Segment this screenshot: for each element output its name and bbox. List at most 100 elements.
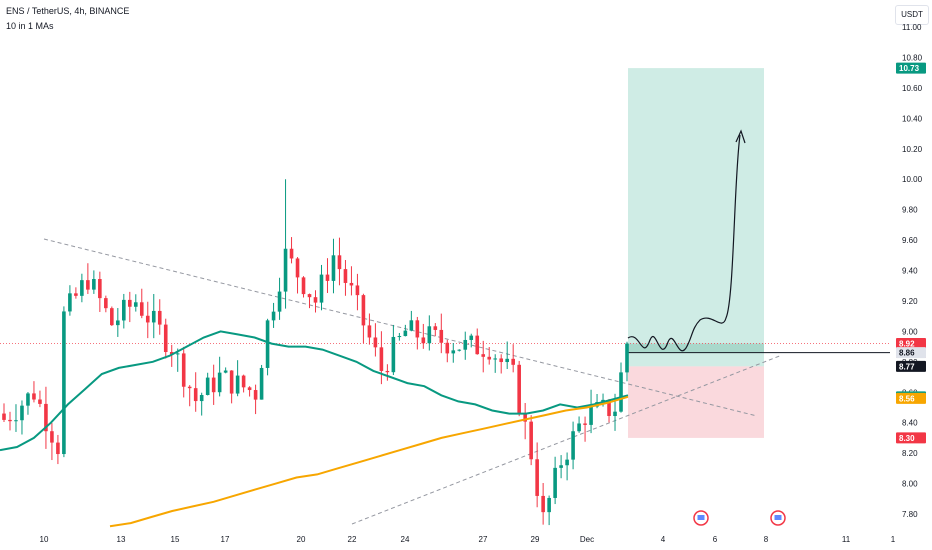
candle	[44, 403, 48, 432]
currency-button[interactable]: USDT	[895, 5, 929, 25]
candle	[541, 495, 545, 513]
candle	[157, 310, 162, 325]
flag-icon	[774, 515, 782, 520]
trendline-lower[interactable]	[351, 354, 783, 525]
price-badge-value: 10.73	[899, 64, 920, 73]
price-badge-level	[896, 347, 926, 359]
projection-path[interactable]	[627, 134, 741, 352]
x-tick-label: 17	[221, 535, 230, 544]
candle	[421, 337, 426, 344]
x-tick-label: 24	[401, 535, 410, 544]
x-tick-label: 8	[764, 535, 769, 544]
candle	[487, 356, 492, 360]
candle	[301, 277, 306, 295]
candle	[122, 299, 126, 321]
y-tick-label: 10.00	[902, 175, 923, 184]
candle	[116, 320, 120, 326]
candle	[607, 399, 611, 417]
candle	[493, 358, 498, 360]
y-tick-label: 10.60	[902, 84, 923, 93]
y-tick-label: 9.40	[902, 267, 918, 276]
price-badge-value: 8.77	[899, 362, 915, 371]
candle	[547, 497, 551, 513]
y-tick-label: 10.80	[902, 53, 923, 62]
candle	[74, 293, 78, 296]
x-tick-label: 6	[713, 535, 718, 544]
candle	[14, 420, 18, 422]
candle	[68, 293, 72, 312]
x-tick-label: 29	[531, 535, 540, 544]
candle	[50, 431, 54, 443]
candle	[391, 336, 396, 373]
candle	[145, 315, 150, 323]
candle	[331, 255, 336, 281]
y-tick-label: 9.60	[902, 236, 918, 245]
candle	[397, 336, 402, 338]
candle	[511, 358, 515, 365]
y-tick-label: 9.20	[902, 297, 918, 306]
candle	[409, 320, 414, 331]
price-badge-ma_slow	[896, 392, 926, 404]
candle	[373, 337, 378, 348]
candle	[32, 393, 36, 400]
indicator-label[interactable]: 10 in 1 MAs	[6, 21, 54, 31]
projection-arrowhead	[735, 129, 746, 144]
candle	[98, 279, 102, 299]
candle	[92, 279, 96, 290]
candle	[457, 349, 462, 351]
candle	[583, 423, 587, 425]
candle	[601, 399, 605, 403]
loss-zone[interactable]	[628, 366, 764, 438]
candle	[163, 324, 168, 353]
candle	[349, 282, 354, 286]
symbol-title: ENS / TetherUS, 4h, BINANCE	[6, 6, 130, 16]
candle	[110, 308, 114, 326]
candle	[271, 311, 276, 321]
candle	[325, 274, 330, 281]
candle	[625, 343, 629, 373]
profit-zone[interactable]	[628, 68, 764, 367]
candle	[20, 405, 24, 421]
price-badge-value: 8.30	[899, 434, 915, 443]
candle	[535, 459, 539, 496]
candle	[253, 390, 258, 400]
candle	[343, 269, 348, 283]
candle	[283, 248, 288, 292]
candle	[229, 370, 234, 394]
candle	[355, 285, 360, 296]
candle	[379, 347, 384, 371]
candle	[56, 442, 60, 455]
profit-zone-band	[628, 343, 764, 353]
candle	[553, 467, 557, 498]
candle	[8, 419, 12, 422]
candle	[139, 302, 144, 316]
y-tick-label: 7.80	[902, 510, 918, 519]
trendline-upper[interactable]	[43, 238, 758, 417]
candle	[319, 274, 324, 303]
candle	[385, 370, 390, 373]
candle	[571, 431, 575, 460]
x-tick-label: 15	[171, 535, 180, 544]
candle	[439, 329, 444, 343]
candle	[277, 291, 282, 312]
candle	[529, 421, 533, 460]
candle	[205, 377, 210, 395]
candle	[265, 320, 270, 368]
candle	[307, 294, 312, 298]
candle	[127, 299, 132, 307]
candle	[427, 326, 432, 344]
candle	[223, 370, 228, 373]
y-tick-label: 8.40	[902, 419, 918, 428]
ma-slow-line	[109, 395, 629, 528]
candle	[241, 375, 246, 388]
candle	[499, 358, 504, 363]
price-badge-stop	[896, 432, 926, 444]
candle	[211, 377, 216, 393]
y-tick-label: 8.00	[902, 480, 918, 489]
candle	[133, 302, 138, 307]
x-tick-label: 11	[842, 535, 851, 544]
candle	[361, 295, 366, 326]
candle	[415, 320, 420, 338]
candle	[289, 248, 294, 259]
